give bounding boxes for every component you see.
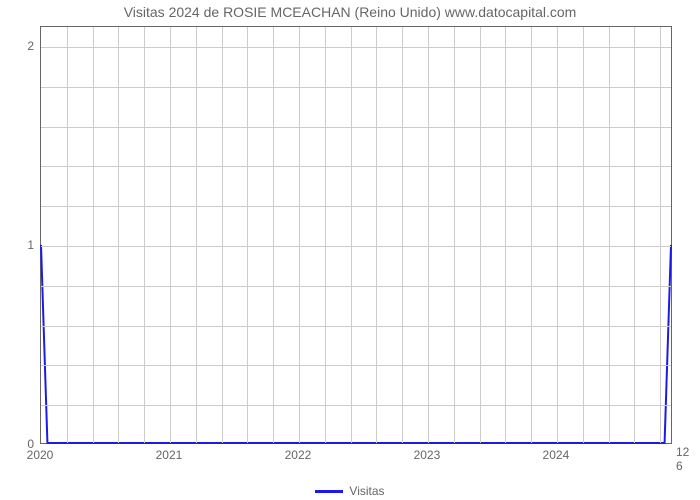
grid-vertical-minor [196, 27, 197, 443]
legend: Visitas [0, 484, 700, 498]
grid-vertical-minor [402, 27, 403, 443]
y2-bottom-label: 12 [676, 445, 689, 459]
grid-vertical-minor [376, 27, 377, 443]
grid-vertical-minor [144, 27, 145, 443]
grid-vertical [299, 27, 300, 443]
grid-vertical [557, 27, 558, 443]
grid-vertical-minor [93, 27, 94, 443]
x-tick-label: 2024 [543, 448, 570, 462]
grid-vertical-minor [325, 27, 326, 443]
x-tick-label: 2021 [156, 448, 183, 462]
grid-vertical-minor [609, 27, 610, 443]
grid-vertical-minor [454, 27, 455, 443]
grid-vertical-minor [480, 27, 481, 443]
chart-title: Visitas 2024 de ROSIE MCEACHAN (Reino Un… [0, 4, 700, 20]
grid-vertical-minor [583, 27, 584, 443]
y-tick-label: 1 [27, 238, 34, 252]
grid-horizontal-minor [41, 206, 671, 207]
grid-horizontal-minor [41, 365, 671, 366]
legend-swatch [315, 490, 343, 493]
grid-vertical-minor [660, 27, 661, 443]
grid-vertical-minor [531, 27, 532, 443]
grid-vertical-minor [273, 27, 274, 443]
grid-vertical-minor [505, 27, 506, 443]
grid-horizontal-minor [41, 87, 671, 88]
data-line [41, 27, 671, 443]
grid-vertical-minor [118, 27, 119, 443]
y-tick-label: 2 [27, 39, 34, 53]
grid-vertical [428, 27, 429, 443]
grid-horizontal [41, 47, 671, 48]
y-tick-label: 0 [27, 437, 34, 451]
y2-top-label: 6 [676, 459, 683, 473]
grid-vertical-minor [247, 27, 248, 443]
grid-vertical-minor [351, 27, 352, 443]
grid-vertical-minor [67, 27, 68, 443]
grid-vertical-minor [222, 27, 223, 443]
grid-horizontal-minor [41, 166, 671, 167]
plot-area [40, 26, 672, 444]
grid-horizontal-minor [41, 405, 671, 406]
grid-vertical [170, 27, 171, 443]
grid-horizontal [41, 246, 671, 247]
grid-horizontal-minor [41, 326, 671, 327]
chart-container: Visitas 2024 de ROSIE MCEACHAN (Reino Un… [0, 0, 700, 500]
grid-vertical-minor [634, 27, 635, 443]
x-tick-label: 2022 [285, 448, 312, 462]
grid-horizontal-minor [41, 286, 671, 287]
legend-label: Visitas [349, 484, 384, 498]
x-tick-label: 2023 [414, 448, 441, 462]
grid-horizontal-minor [41, 127, 671, 128]
